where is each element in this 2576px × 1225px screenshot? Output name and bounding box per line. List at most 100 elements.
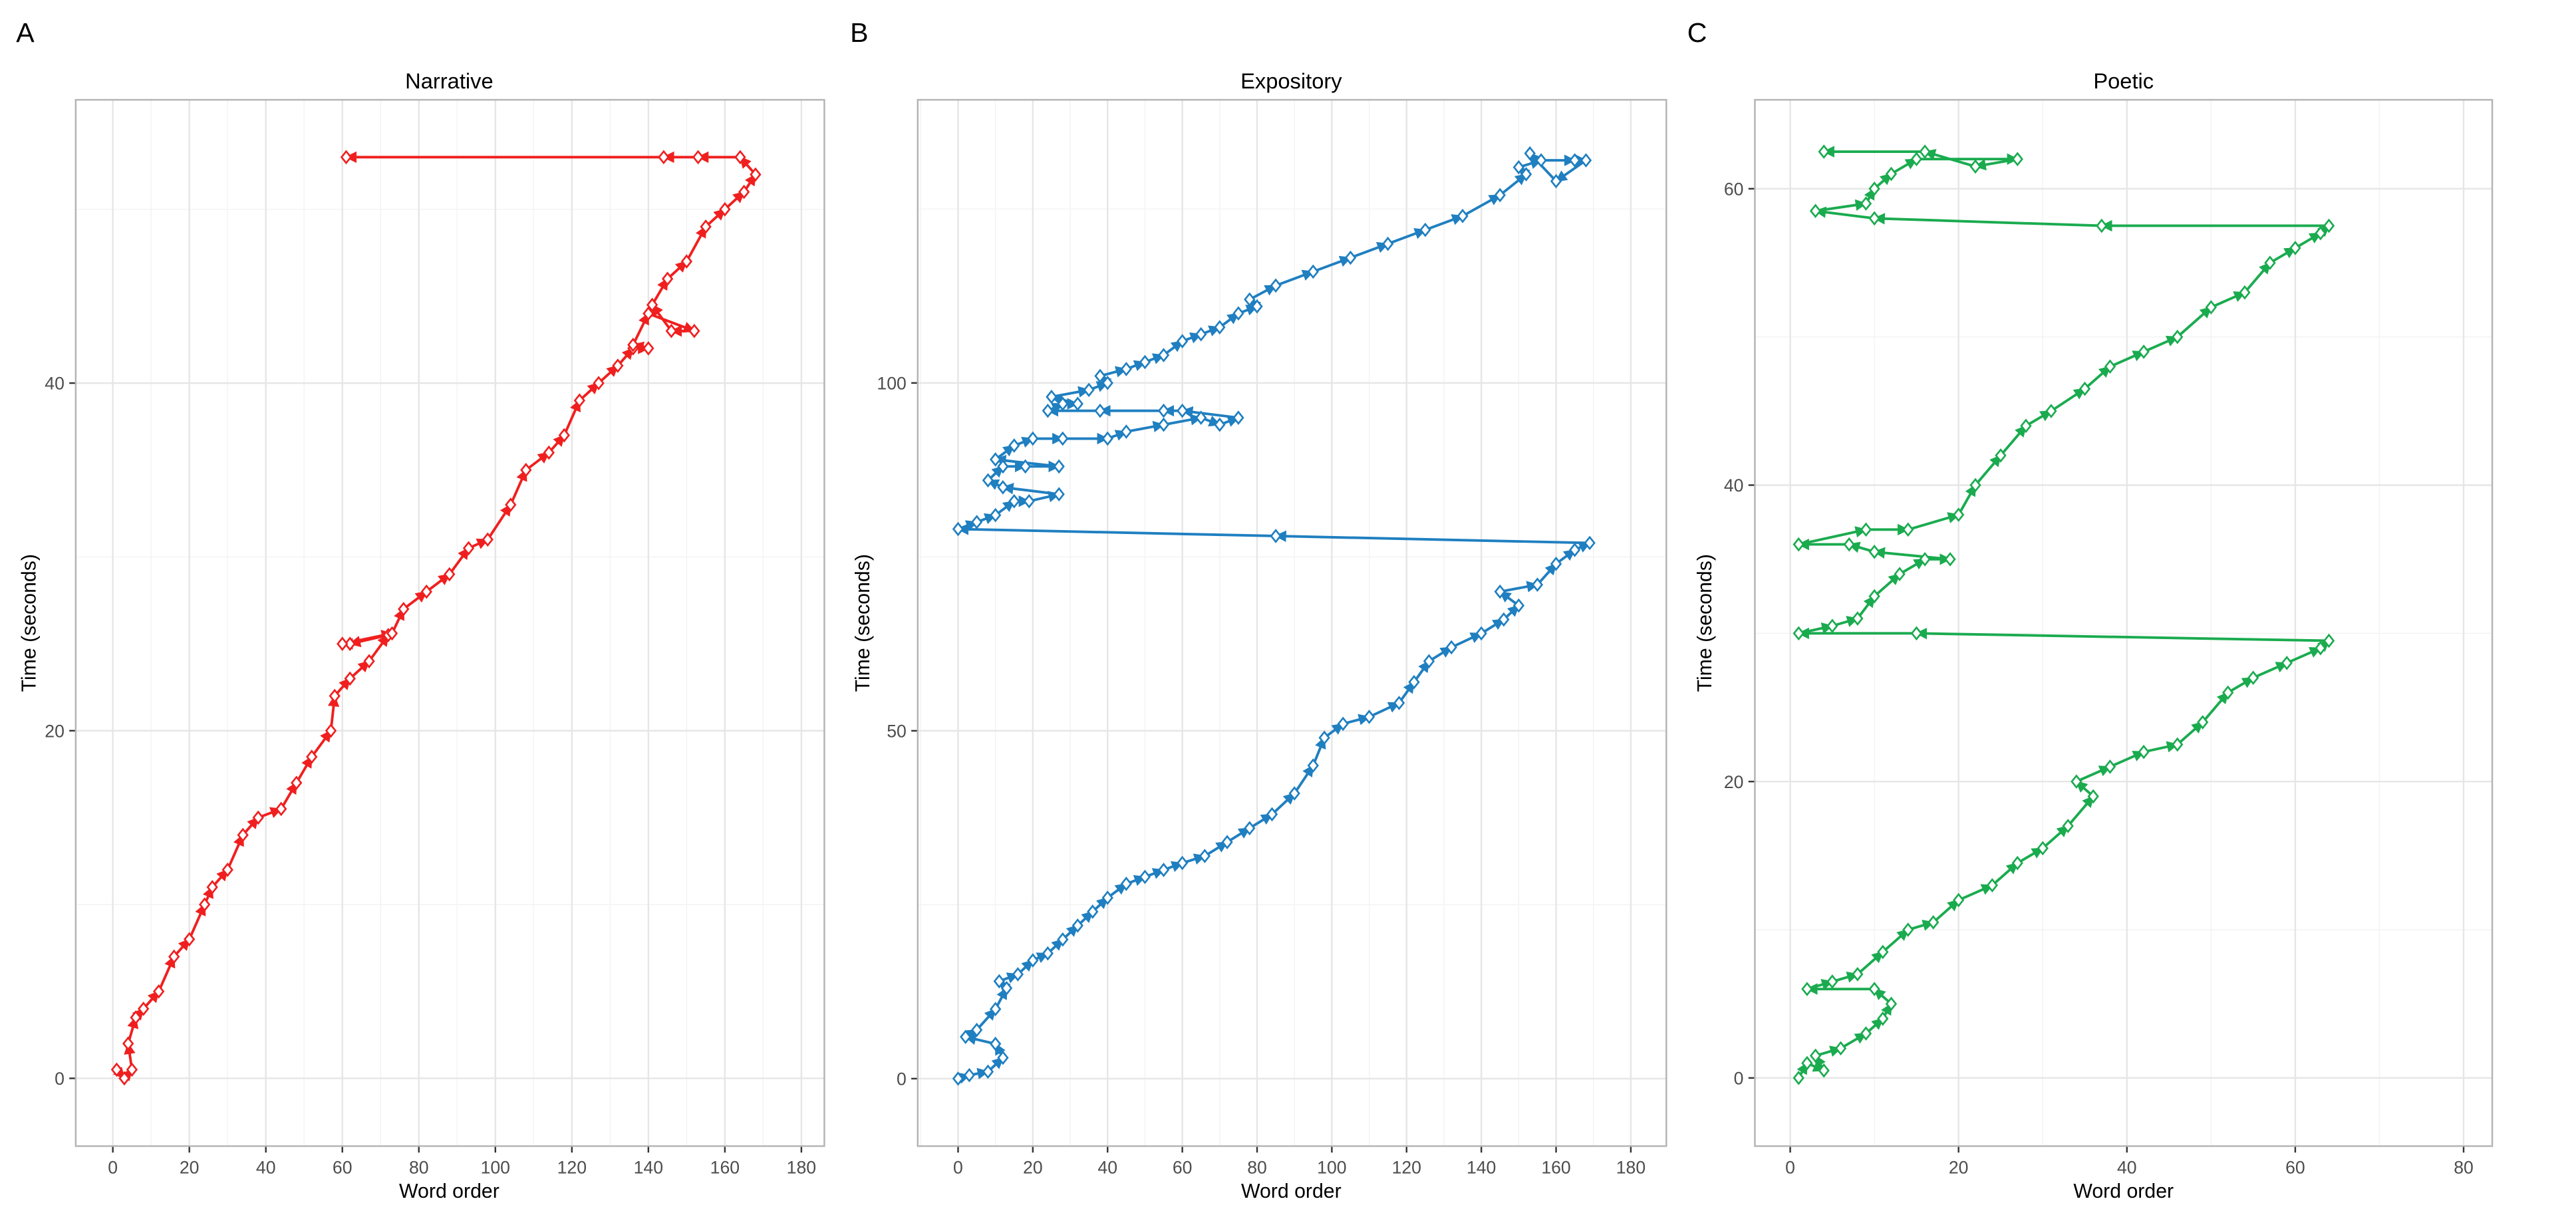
- panel-title: Expository: [1240, 68, 1342, 93]
- x-tick-label: 120: [1392, 1158, 1421, 1178]
- fixation-point: [1042, 403, 1054, 418]
- y-tick-label: 40: [45, 374, 65, 394]
- fixation-point: [1318, 730, 1330, 746]
- fixation-point: [1818, 1063, 1830, 1078]
- fixation-point: [1057, 932, 1069, 947]
- scanpath-segment: [1932, 899, 1960, 924]
- scanpath-segment: [1002, 483, 1060, 496]
- fixation-point: [643, 340, 654, 356]
- scanpath-segment: [2252, 662, 2288, 679]
- fixation-point: [252, 810, 264, 825]
- fixation-point: [989, 507, 1002, 523]
- fixation-point: [2315, 225, 2327, 241]
- fixation-point: [1919, 144, 1931, 159]
- scanpath-segment: [1051, 386, 1090, 398]
- scanpath-segment: [426, 573, 451, 593]
- y-axis-label: Time (seconds): [18, 554, 40, 692]
- scanpath-segment: [651, 304, 672, 332]
- x-tick-label: 0: [108, 1158, 118, 1178]
- fixation-point: [1457, 208, 1469, 223]
- scanpath-segment: [1312, 255, 1352, 273]
- fixation-point: [2011, 855, 2023, 871]
- fixation-point: [1986, 878, 1998, 893]
- scanpath-segment: [1890, 158, 1918, 176]
- fixation-point: [1214, 320, 1226, 335]
- fixation-point: [1139, 869, 1151, 885]
- fixation-point: [1008, 493, 1020, 509]
- fixation-point: [2281, 656, 2293, 670]
- fixation-point: [1568, 153, 1581, 168]
- scanpath-segment: [1814, 206, 1875, 220]
- fixation-point: [1826, 974, 1838, 989]
- scanpath-segment: [1248, 284, 1277, 301]
- x-tick-label: 60: [1173, 1158, 1193, 1178]
- fixation-point: [184, 932, 196, 947]
- fixation-point: [2045, 404, 2057, 418]
- fixation-point: [558, 428, 570, 443]
- fixation-point: [237, 827, 249, 843]
- fixation-point: [1053, 459, 1065, 474]
- panel-label: B: [850, 17, 868, 48]
- fixation-point: [1535, 153, 1547, 168]
- fixation-point: [1494, 188, 1506, 203]
- fixation-point: [444, 567, 456, 582]
- y-tick-label: 50: [887, 722, 907, 742]
- fixation-point: [1843, 537, 1855, 552]
- fixation-point: [1094, 368, 1106, 384]
- fixation-point: [1868, 211, 1880, 226]
- fixation-point: [1445, 640, 1457, 655]
- scanpath-segment: [2143, 741, 2179, 753]
- fixation-point: [719, 202, 731, 217]
- scanpath-segment: [188, 903, 206, 940]
- plot-background: [75, 100, 825, 1147]
- scanpath-segment: [2202, 692, 2229, 724]
- scanpath-segment: [1451, 632, 1483, 649]
- fixation-point: [1868, 544, 1880, 559]
- fixation-point: [1057, 431, 1069, 446]
- fixation-point: [2323, 633, 2335, 648]
- fixation-point: [2011, 152, 2023, 167]
- y-tick-label: 60: [1724, 179, 1744, 199]
- fixation-point: [700, 219, 712, 234]
- fixation-point: [661, 271, 674, 287]
- fixation-point: [168, 949, 180, 964]
- fixation-point: [1852, 611, 1864, 626]
- fixation-point: [137, 1002, 150, 1016]
- fixation-point: [1919, 552, 1931, 567]
- fixation-point: [1550, 174, 1562, 189]
- scanpath-segment: [1908, 512, 1960, 531]
- x-tick-label: 20: [1949, 1158, 1969, 1178]
- panel-poetic: C Poetic Word order Time (seconds) 0 20 40…: [1687, 17, 2494, 1202]
- fixation-point: [152, 984, 165, 999]
- fixation-point: [1023, 493, 1035, 509]
- x-tick-label: 100: [481, 1158, 510, 1178]
- fixation-point: [1818, 144, 1830, 159]
- fixation-point: [2138, 744, 2150, 759]
- scanpath-segment: [1274, 530, 1590, 545]
- fixation-point: [1902, 522, 1914, 537]
- fixation-point: [340, 150, 353, 165]
- x-tick-label: 60: [2285, 1158, 2305, 1178]
- fixation-point: [1027, 953, 1039, 968]
- fixation-point: [1087, 904, 1099, 919]
- scanpath-segment: [1957, 483, 1977, 516]
- x-tick-label: 180: [787, 1158, 816, 1178]
- fixation-point: [1019, 459, 1032, 474]
- fixation-point: [1176, 334, 1189, 348]
- x-tick-label: 140: [1467, 1158, 1496, 1178]
- fixation-point: [1801, 1055, 1813, 1071]
- fixation-point: [1244, 292, 1256, 307]
- y-tick-label: 0: [1734, 1069, 1744, 1089]
- fixation-point: [122, 1036, 134, 1051]
- x-tick-label: 80: [2454, 1158, 2474, 1178]
- scanpath-segment: [2041, 825, 2069, 849]
- fixation-point: [505, 497, 517, 512]
- x-axis-label: Word order: [2073, 1180, 2174, 1202]
- scanpath-segment: [1387, 227, 1427, 245]
- y-axis-label: Time (seconds): [852, 554, 874, 692]
- fixation-point: [1270, 529, 1282, 543]
- scanpath-segment: [486, 503, 512, 541]
- fixation-point: [462, 541, 475, 556]
- fixation-point: [1094, 403, 1106, 418]
